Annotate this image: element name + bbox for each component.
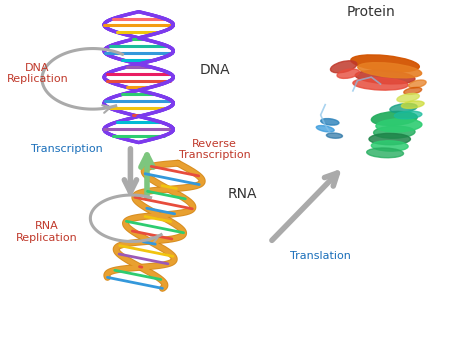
Ellipse shape bbox=[327, 133, 343, 138]
Ellipse shape bbox=[330, 61, 357, 73]
Ellipse shape bbox=[371, 141, 408, 151]
Ellipse shape bbox=[369, 133, 410, 145]
Ellipse shape bbox=[401, 101, 424, 108]
Ellipse shape bbox=[409, 80, 426, 88]
Text: Transcription: Transcription bbox=[31, 144, 103, 154]
Text: RNA: RNA bbox=[228, 187, 257, 201]
Text: Translation: Translation bbox=[290, 251, 351, 261]
Ellipse shape bbox=[374, 126, 415, 138]
Text: Protein: Protein bbox=[347, 5, 396, 19]
Ellipse shape bbox=[358, 63, 422, 78]
Ellipse shape bbox=[351, 55, 419, 72]
Ellipse shape bbox=[390, 103, 417, 113]
Text: RNA
Replication: RNA Replication bbox=[16, 221, 77, 243]
Ellipse shape bbox=[353, 78, 408, 90]
Ellipse shape bbox=[316, 126, 334, 132]
Text: Reverse
Transcription: Reverse Transcription bbox=[179, 138, 251, 160]
Ellipse shape bbox=[356, 70, 415, 84]
Ellipse shape bbox=[367, 148, 403, 158]
Ellipse shape bbox=[397, 93, 419, 102]
Ellipse shape bbox=[371, 111, 417, 126]
Text: DNA
Replication: DNA Replication bbox=[7, 63, 68, 84]
Ellipse shape bbox=[404, 87, 422, 94]
Ellipse shape bbox=[321, 119, 339, 125]
Ellipse shape bbox=[376, 119, 422, 132]
Ellipse shape bbox=[394, 111, 422, 119]
Text: DNA: DNA bbox=[200, 63, 230, 77]
Ellipse shape bbox=[337, 69, 359, 78]
